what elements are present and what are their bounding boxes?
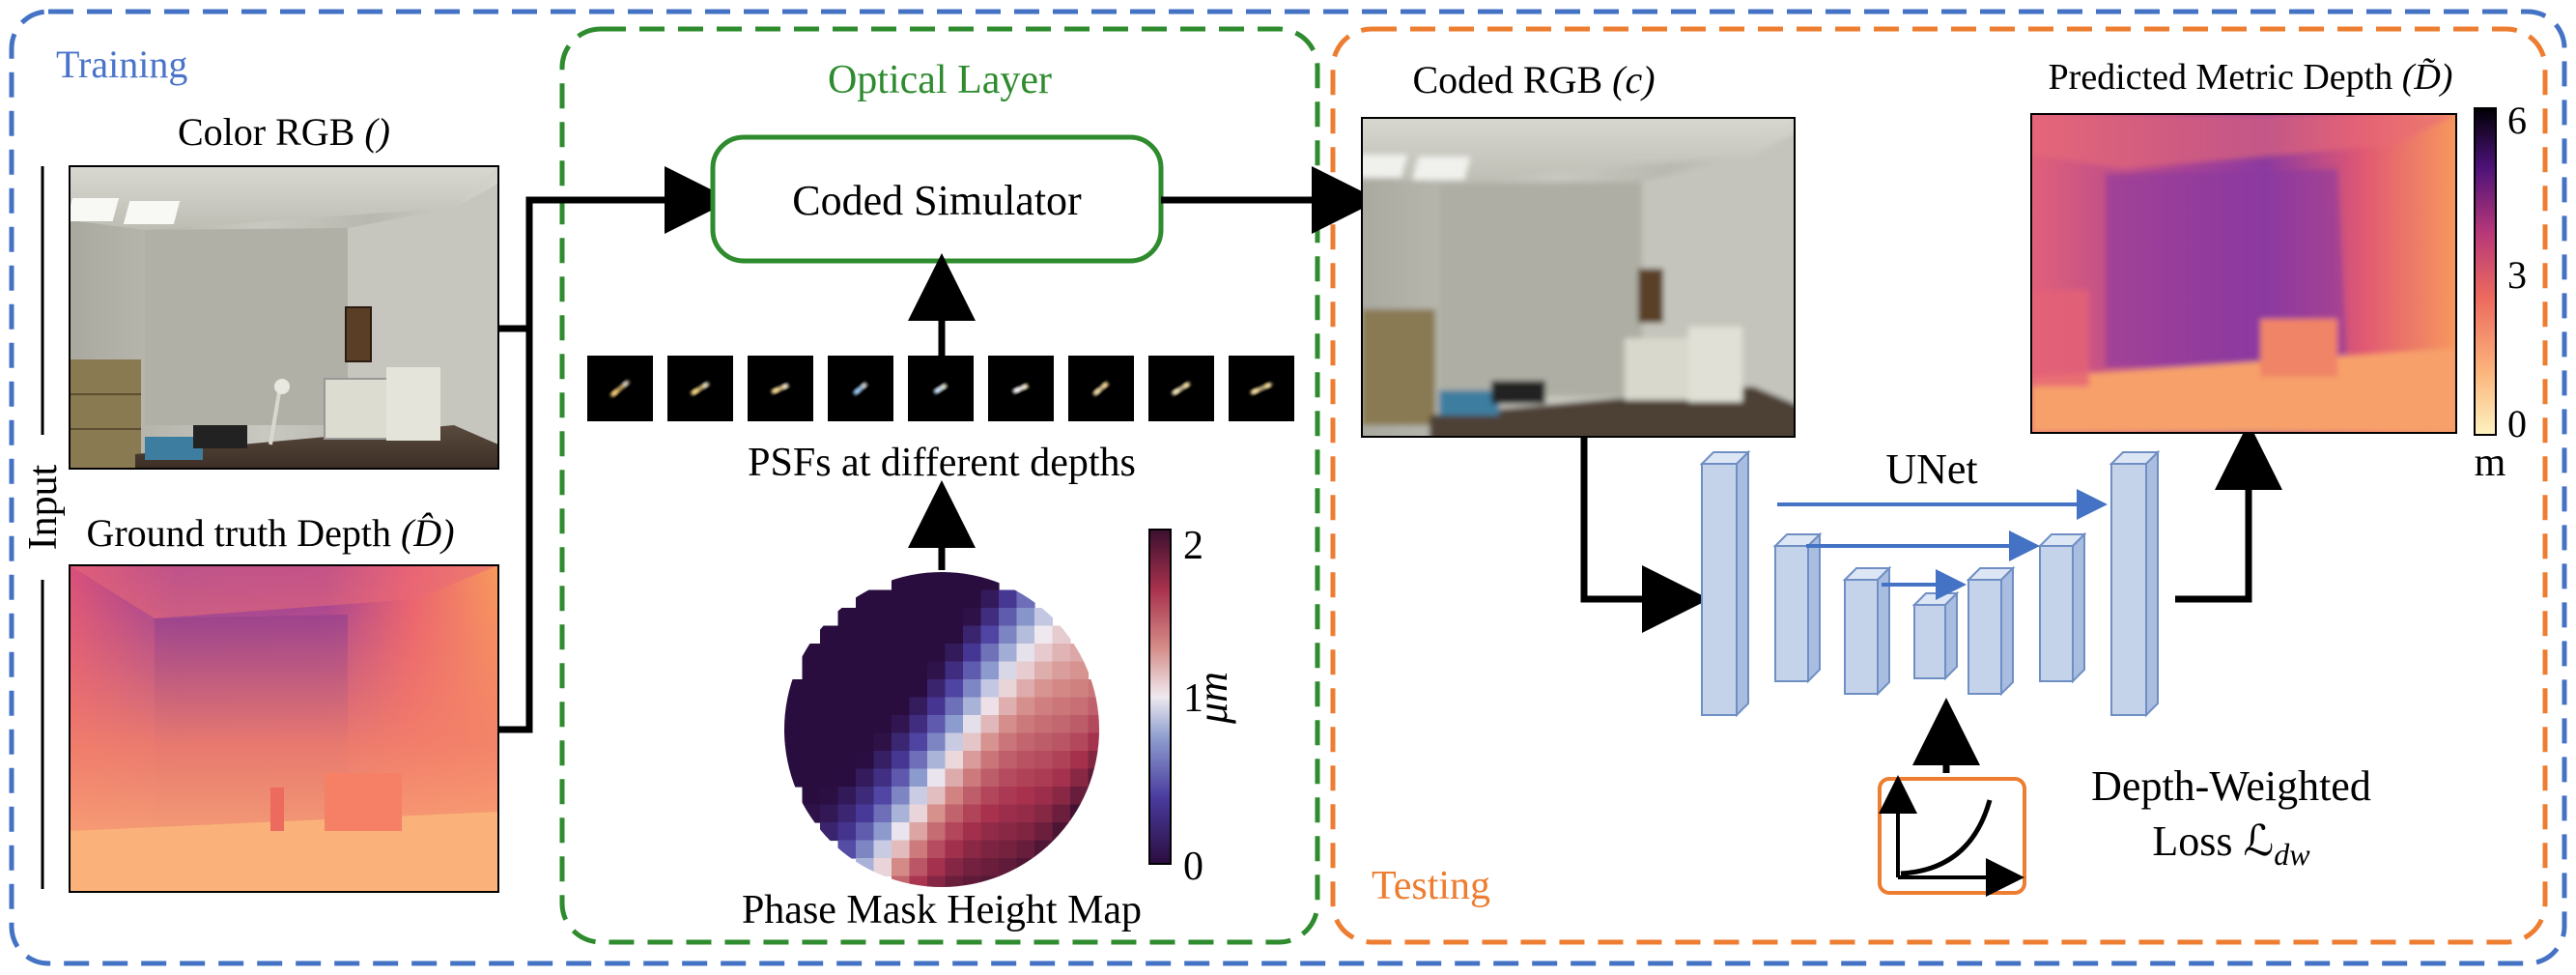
phase-colorbar-min: 0 <box>1183 845 1203 889</box>
psf-tile <box>1068 356 1134 421</box>
depth-colorbar-min: 0 <box>2507 402 2527 445</box>
psf-tile <box>587 356 653 421</box>
optical-layer-label: Optical Layer <box>828 58 1052 102</box>
color-rgb-image <box>67 166 498 469</box>
coded-rgb-image <box>1353 113 1799 442</box>
psf-tile <box>908 356 974 421</box>
psf-tiles <box>587 356 1294 421</box>
psf-tile <box>828 356 893 421</box>
psf-tile <box>1148 356 1214 421</box>
unet-layer-block <box>2111 452 2158 715</box>
coded-to-unet-arrow <box>1584 437 1683 599</box>
phase-colorbar-unit: μm <box>1189 672 1236 725</box>
unet-label: UNet <box>1885 445 1977 493</box>
unet-to-predicted-arrow <box>2175 449 2249 599</box>
coded-simulator-label: Coded Simulator <box>792 177 1082 224</box>
color-rgb-title: Color RGB (𝒤) <box>178 110 390 154</box>
unet-layer-block <box>1968 568 2013 694</box>
psf-tile <box>1229 356 1294 421</box>
depth-colorbar-max: 6 <box>2507 99 2527 142</box>
unet-layer-block <box>1914 593 1957 678</box>
ground-truth-depth-image <box>70 565 498 892</box>
input-merge-connector <box>498 329 529 730</box>
depth-colorbar-unit: m <box>2475 441 2506 485</box>
phase-colorbar <box>1149 530 1171 864</box>
predicted-depth-title: Predicted Metric Depth (D̃) <box>2049 57 2453 98</box>
to-simulator-arrow <box>529 200 705 329</box>
phase-mask-height-map <box>784 572 1107 895</box>
unet-layer-block <box>1845 568 1889 694</box>
phase-colorbar-max: 2 <box>1183 524 1203 568</box>
input-label: Input <box>21 464 66 550</box>
psf-tile <box>988 356 1054 421</box>
testing-label: Testing <box>1372 864 1490 908</box>
loss-label-line1: Depth-Weighted <box>2091 762 2371 810</box>
psf-tile <box>748 356 813 421</box>
ground-truth-title: Ground truth Depth (D̂) <box>86 511 454 555</box>
unet-layer-block <box>1775 534 1820 681</box>
psf-tile <box>667 356 733 421</box>
phase-mask-label: Phase Mask Height Map <box>742 888 1142 932</box>
predicted-depth-image <box>2031 114 2456 433</box>
depth-colorbar-mid: 3 <box>2507 253 2527 297</box>
loss-label-line2: Loss ℒdw <box>2152 817 2310 872</box>
training-label: Training <box>56 43 187 86</box>
psfs-label: PSFs at different depths <box>748 441 1136 485</box>
depth-colorbar <box>2475 108 2496 435</box>
coded-rgb-title: Coded RGB (𝒤c) <box>1412 58 1655 101</box>
unet-layer-block <box>2040 534 2084 681</box>
unet-layer-block <box>1702 452 1748 715</box>
